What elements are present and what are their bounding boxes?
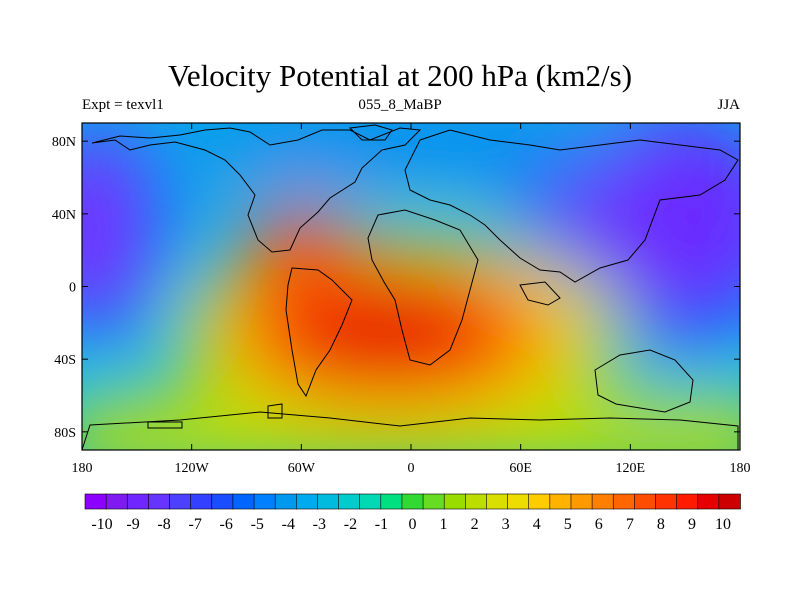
y-tick-label: 80S (54, 426, 76, 441)
colorbar-label: -9 (126, 516, 139, 533)
colorbar-label: -4 (282, 516, 295, 533)
colorbar-label: 9 (688, 516, 696, 533)
colorbar-swatch (528, 493, 551, 510)
colorbar-swatch (232, 493, 255, 510)
experiment-label: Expt = texvl1 (82, 97, 164, 113)
x-tick-label: 60W (288, 461, 316, 476)
colorbar-swatch (401, 493, 424, 510)
x-tick-label: 120E (616, 461, 646, 476)
colorbar-swatch (211, 493, 234, 510)
colorbar-swatch (634, 493, 657, 510)
chart-title: Velocity Potential at 200 hPa (km2/s) (167, 58, 633, 93)
colorbar-label: 0 (409, 516, 417, 533)
colorbar-label: -2 (344, 516, 357, 533)
colorbar-swatch (507, 493, 530, 510)
x-tick-label: 180 (72, 461, 93, 476)
y-axis: 80N 40N 0 40S 80S (52, 135, 740, 441)
colorbar-label: 8 (657, 516, 665, 533)
colorbar-swatch (148, 493, 171, 510)
x-tick-label: 60E (509, 461, 532, 476)
colorbar-swatch (190, 493, 213, 510)
x-axis: 180 120W 60W 0 60E 120E 180 (72, 123, 751, 476)
colorbar-swatch (422, 493, 445, 510)
colorbar-swatch (84, 493, 107, 510)
coastlines (82, 124, 739, 450)
colorbar-swatch (486, 493, 509, 510)
colorbar-label: -8 (157, 516, 170, 533)
colorbar-swatch (718, 493, 741, 510)
colorbar-swatch (126, 493, 150, 510)
colorbar-swatch (549, 493, 572, 510)
colorbar-swatch (655, 493, 678, 510)
colorbar-label: 5 (564, 516, 572, 533)
colorbar-label: -1 (375, 516, 388, 533)
colorbar-label: 2 (471, 516, 479, 533)
colorbar-swatch (169, 493, 192, 510)
colorbar-swatch (105, 493, 129, 510)
colorbar-label: -6 (220, 516, 233, 533)
colorbar-swatch (338, 493, 361, 510)
colorbar-swatch (317, 493, 340, 510)
colorbar-swatch (570, 493, 593, 510)
colorbar-swatch (591, 493, 615, 510)
x-tick-label: 180 (730, 461, 751, 476)
colorbar-label: -10 (91, 516, 112, 533)
colorbar-label: 6 (595, 516, 603, 533)
colorbar-swatch (253, 493, 276, 510)
colorbar-swatch (380, 493, 403, 510)
contour-field (82, 123, 740, 450)
colorbar-label: 1 (440, 516, 448, 533)
x-tick-label: 0 (408, 461, 415, 476)
colorbar-label: 3 (502, 516, 510, 533)
y-tick-label: 40S (54, 353, 76, 368)
run-label: 055_8_MaBP (358, 97, 442, 113)
colorbar-swatch (443, 493, 467, 510)
colorbar-label: 4 (533, 516, 541, 533)
colorbar-label: -7 (188, 516, 201, 533)
y-tick-label: 80N (52, 135, 76, 150)
season-label: JJA (717, 97, 740, 113)
colorbar-swatch (359, 493, 382, 510)
colorbar-swatch (612, 493, 636, 510)
colorbar-swatch (465, 493, 488, 510)
colorbar-label: -5 (251, 516, 264, 533)
colorbar-swatch (676, 493, 699, 510)
y-tick-label: 40N (52, 208, 76, 223)
colorbar-label: 10 (715, 516, 731, 533)
colorbar-label: -3 (313, 516, 326, 533)
colorbar-label: 7 (626, 516, 634, 533)
colorbar-swatch (295, 493, 319, 510)
x-tick-label: 120W (175, 461, 210, 476)
colorbar-swatch (697, 493, 720, 510)
colorbar-swatch (274, 493, 298, 510)
y-tick-label: 0 (69, 281, 76, 296)
colorbar: -10 -9 -8 -7 -6 -5 -4 -3 -2 -1 0 1 2 3 4 5 6 7 8 9 10 (84, 493, 741, 533)
